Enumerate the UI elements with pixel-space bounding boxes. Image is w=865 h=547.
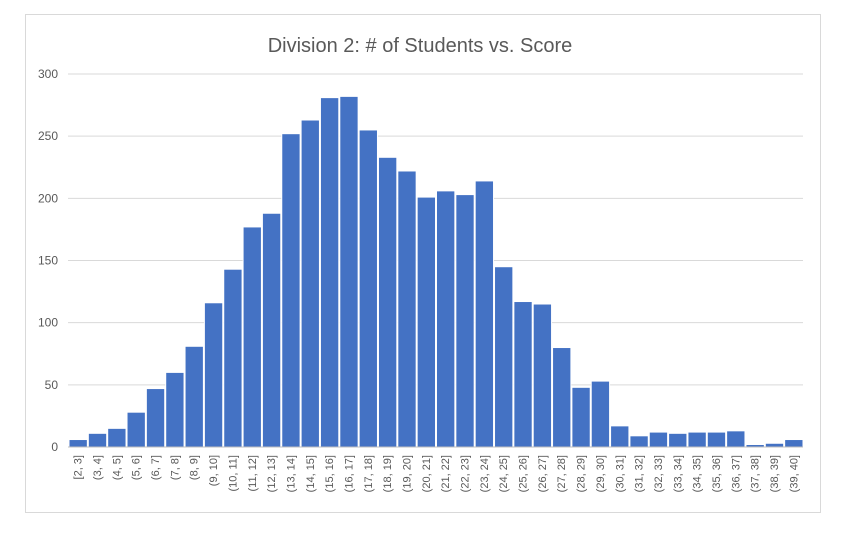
x-tick-label: (5, 6]: [131, 455, 143, 480]
y-tick-label: 50: [45, 378, 59, 392]
x-tick-label: (34, 35]: [692, 455, 704, 492]
bar: [552, 347, 572, 448]
x-tick-label: (32, 33]: [653, 455, 665, 492]
bar: [764, 442, 785, 448]
x-tick-label: (4, 5]: [111, 455, 123, 480]
bar: [126, 411, 146, 448]
bar: [339, 95, 359, 448]
x-tick-label: (18, 19]: [382, 455, 394, 492]
bar: [107, 427, 127, 448]
bar: [223, 268, 243, 448]
bar: [377, 156, 398, 448]
x-tick-label: (15, 16]: [324, 455, 336, 492]
x-tick-label: (9, 10]: [208, 455, 220, 486]
y-tick-label: 0: [51, 440, 58, 454]
bar: [358, 129, 378, 448]
bar: [416, 196, 437, 448]
x-tick-label: (33, 34]: [672, 455, 684, 492]
bar: [726, 430, 746, 448]
bar: [145, 388, 166, 448]
x-tick-label: (8, 9]: [189, 455, 201, 480]
bar: [648, 431, 669, 448]
x-tick-label: (21, 22]: [440, 455, 452, 492]
bar: [319, 97, 340, 448]
bar: [610, 425, 630, 448]
bar: [629, 435, 649, 448]
x-tick-label: (16, 17]: [343, 455, 355, 492]
x-tick-label: (7, 8]: [169, 455, 181, 480]
x-tick-label: (30, 31]: [614, 455, 626, 492]
x-tick-label: (24, 25]: [498, 455, 510, 492]
x-tick-label: (37, 38]: [750, 455, 762, 492]
x-tick-label: (28, 29]: [576, 455, 588, 492]
x-tick-label: (23, 24]: [479, 455, 491, 492]
x-tick-label: (14, 15]: [305, 455, 317, 492]
bar: [784, 439, 804, 448]
y-tick-label: 100: [38, 316, 58, 330]
bar: [532, 303, 553, 448]
y-tick-label: 200: [38, 191, 58, 205]
bar: [436, 190, 456, 448]
x-tick-label: (36, 37]: [730, 455, 742, 492]
x-tick-label: (31, 32]: [634, 455, 646, 492]
bar: [706, 431, 727, 448]
y-tick-label: 300: [38, 67, 58, 81]
y-tick-label: 150: [38, 254, 58, 268]
bar: [165, 371, 185, 448]
y-tick-label: 250: [38, 129, 58, 143]
bar: [474, 180, 495, 448]
bar: [242, 226, 262, 448]
bar: [87, 432, 108, 448]
x-tick-label: (13, 14]: [285, 455, 297, 492]
bar: [397, 170, 417, 448]
x-tick-label: (11, 12]: [247, 455, 259, 492]
x-tick-label: (19, 20]: [401, 455, 413, 492]
bar: [68, 439, 88, 448]
bar: [590, 380, 611, 448]
bar: [513, 301, 533, 448]
x-tick-label: (26, 27]: [537, 455, 549, 492]
chart-title: Division 2: # of Students vs. Score: [268, 35, 573, 57]
bar: [184, 345, 204, 448]
x-tick-label: (27, 28]: [556, 455, 568, 492]
bar: [668, 432, 688, 448]
x-tick-label: [2, 3]: [73, 455, 85, 479]
x-tick-label: (12, 13]: [266, 455, 278, 492]
x-tick-label: (35, 36]: [711, 455, 723, 492]
bar: [300, 119, 320, 448]
x-tick-label: (20, 21]: [421, 455, 433, 492]
bar: [494, 266, 514, 448]
y-axis-ticks: 0 50 100 150 200 250 300: [38, 67, 58, 454]
x-tick-label: (39, 40]: [788, 455, 800, 492]
x-axis-ticks: [2, 3] (3, 4] (4, 5] (5, 6] (6, 7] (7, 8] (8, …: [73, 455, 801, 492]
bar: [687, 431, 707, 448]
x-tick-label: (3, 4]: [92, 455, 104, 480]
bar: [571, 386, 591, 448]
bar: [261, 212, 282, 448]
bar: [203, 302, 224, 448]
x-tick-label: (10, 11]: [227, 455, 239, 492]
x-tick-label: (25, 26]: [518, 455, 530, 492]
bar: [281, 133, 301, 448]
x-tick-label: (6, 7]: [150, 455, 162, 480]
bars: [68, 95, 804, 448]
x-tick-label: (29, 30]: [595, 455, 607, 492]
x-tick-label: (17, 18]: [363, 455, 375, 492]
x-tick-label: (38, 39]: [769, 455, 781, 492]
bar: [455, 194, 475, 448]
x-tick-label: (22, 23]: [460, 455, 472, 492]
